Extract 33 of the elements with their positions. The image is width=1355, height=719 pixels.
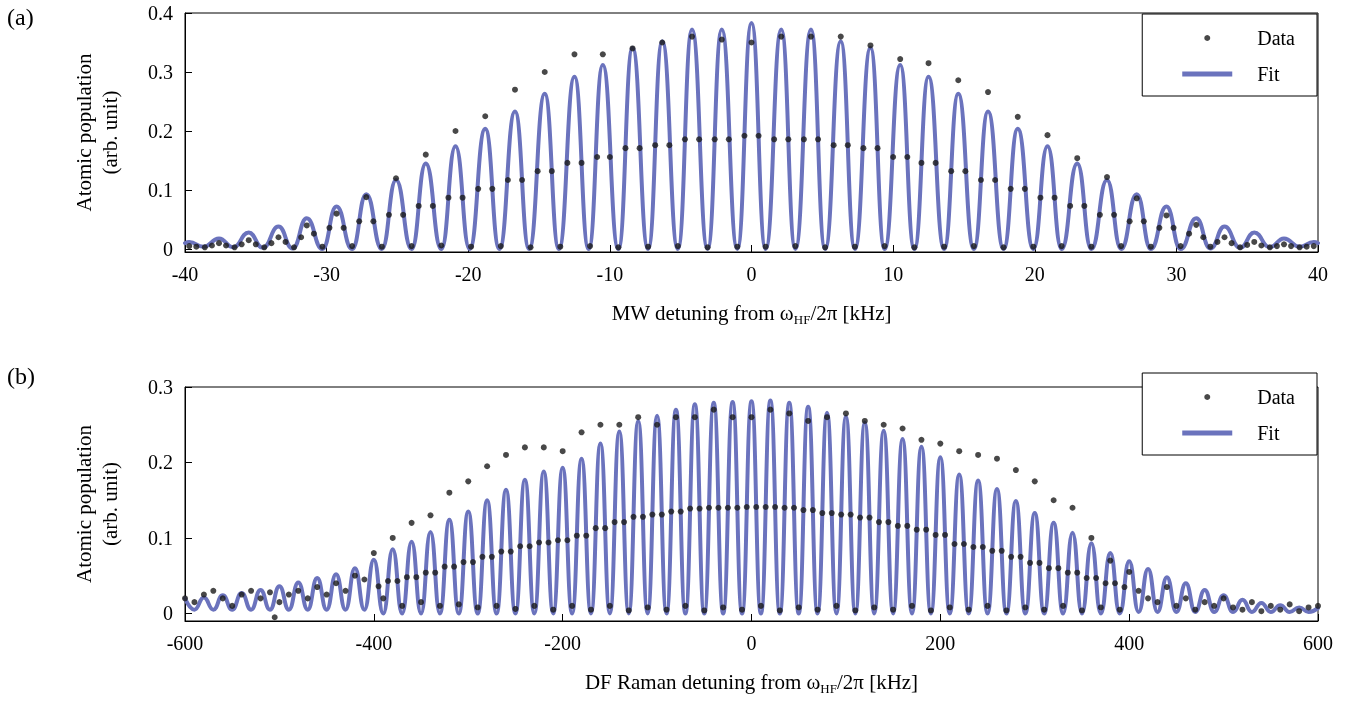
x-tick-label: -200 [544,632,581,654]
x-tick-label: -20 [454,263,482,285]
y-tick-label: 0 [163,238,173,261]
x-tick-label: 400 [1114,632,1145,654]
x-tick-label: 40 [1308,263,1328,285]
x-tick-label: 20 [1024,263,1045,285]
y-axis-title: Atomic population (arb. unit) [72,52,122,212]
legend-label: Data [1257,27,1296,49]
x-tick-label: -10 [596,263,624,285]
legend-label: Fit [1257,63,1280,85]
y-tick-label: 0.1 [148,179,173,202]
x-tick-label: -600 [166,632,204,654]
chart-title: (b) [7,363,35,389]
x-tick-label: 0 [746,632,757,654]
y-tick-label: 0.2 [148,120,173,143]
x-tick-label: 30 [1166,263,1187,285]
y-tick-label: 0.2 [148,451,173,474]
legend-label: Data [1257,386,1296,408]
x-tick-label: 10 [883,263,904,285]
x-tick-label: -400 [355,632,393,654]
y-tick-label: 0.3 [148,61,173,84]
y-tick-label: 0 [163,602,173,625]
y-tick-label: 0.1 [148,526,173,549]
x-tick-label: -30 [313,263,340,285]
y-axis-title: Atomic population (arb. unit) [72,424,122,584]
x-tick-label: -40 [171,263,199,285]
y-tick-label: 0.3 [148,376,173,398]
x-tick-label: 0 [746,263,757,285]
chart-title: (a) [7,4,34,30]
x-tick-label: 600 [1303,632,1333,654]
x-tick-label: 200 [925,632,956,654]
y-tick-label: 0.4 [148,2,173,24]
legend-label: Fit [1257,422,1280,444]
